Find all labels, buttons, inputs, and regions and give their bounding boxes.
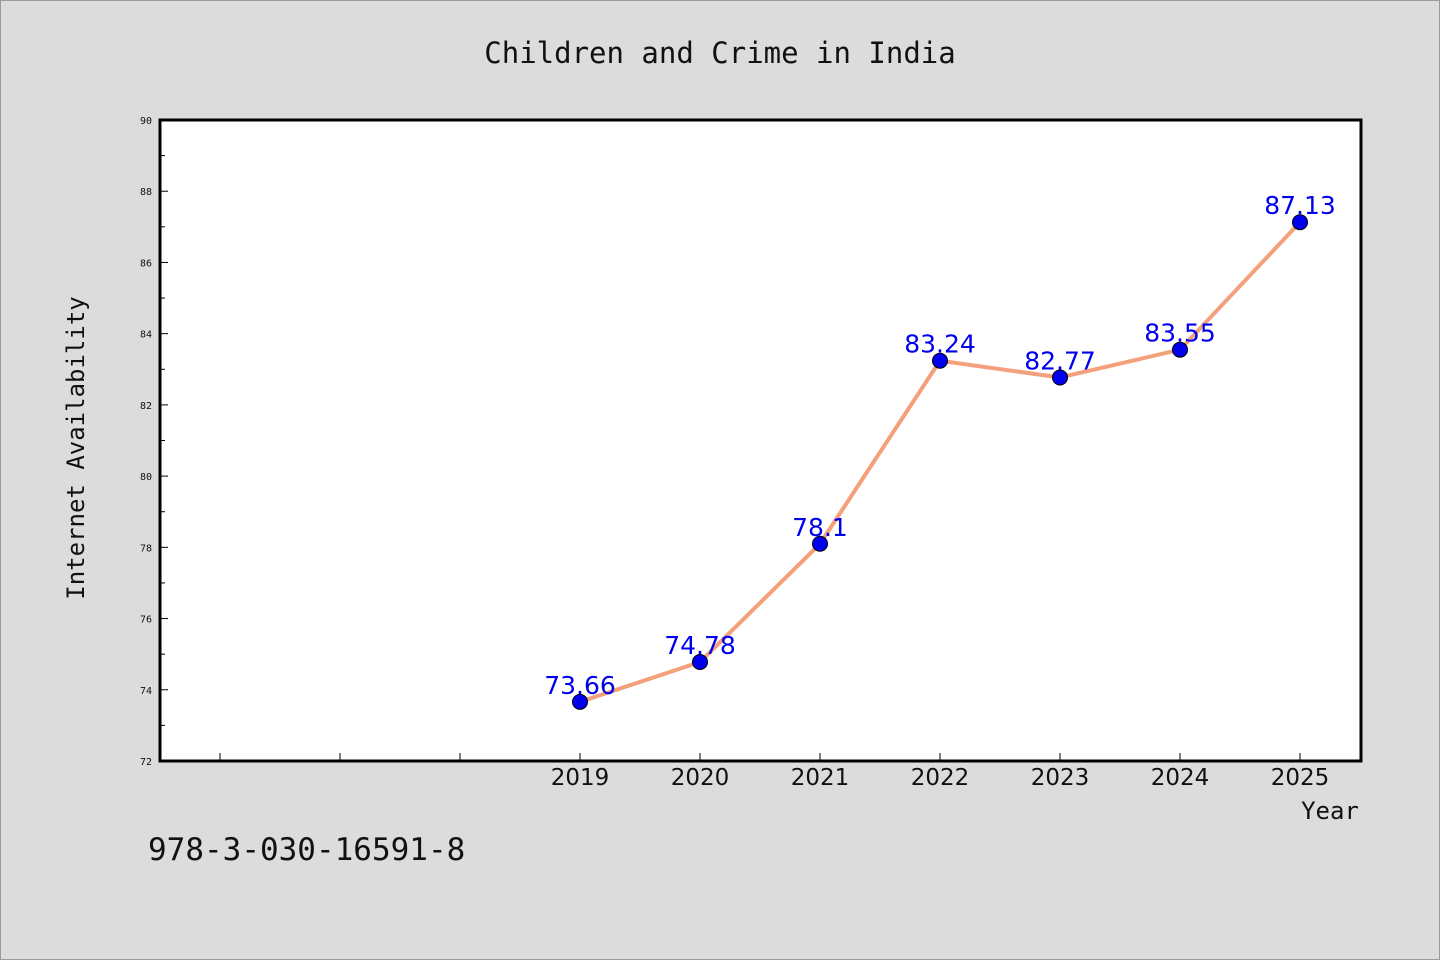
y-tick-label: 74 [140,686,152,697]
data-label: 87.13 [1264,191,1336,220]
isbn-footer: 978-3-030-16591-8 [148,832,466,868]
y-tick-label: 72 [140,757,152,768]
x-axis: 2019 2020 2021 2022 2023 2024 2025 [219,753,1330,791]
y-tick-label: 82 [140,401,152,412]
x-tick-label: 2020 [671,765,730,791]
data-point [932,352,948,369]
y-tick-label: 90 [140,116,152,127]
x-tick-label: 2022 [911,765,970,791]
y-tick-label: 80 [140,472,152,483]
x-axis-title: Year [1301,797,1359,825]
series-markers [572,214,1308,710]
data-labels: 73.66 74.78 78.1 83.24 82.77 83.55 87.13 [544,191,1336,700]
y-tick-label: 76 [140,615,152,626]
data-label: 78.1 [792,513,848,542]
data-point [812,535,828,552]
data-point [1292,214,1308,231]
y-axis-title: Internet Availability [62,296,90,599]
chart-title: Children and Crime in India [484,36,955,70]
data-label: 83.55 [1144,319,1216,348]
data-label: 82.77 [1024,346,1096,375]
data-label: 73.66 [544,671,616,700]
data-point [1052,369,1068,386]
data-label: 83.24 [904,330,976,359]
x-tick-label: 2025 [1271,765,1330,791]
y-tick-label: 86 [140,258,152,269]
x-tick-label: 2024 [1151,765,1210,791]
plot-area [158,118,1363,763]
data-point [572,693,588,710]
data-point [1172,341,1188,358]
data-point [692,654,708,671]
y-tick-label: 88 [140,187,152,198]
data-label: 74.78 [664,631,736,660]
y-tick-label: 84 [140,330,152,341]
x-tick-label: 2023 [1031,765,1090,791]
x-tick-label: 2019 [551,765,610,791]
x-tick-label: 2021 [791,765,850,791]
y-tick-label: 78 [140,543,152,554]
y-axis: 72 74 76 78 80 82 84 86 88 90 [140,116,168,768]
